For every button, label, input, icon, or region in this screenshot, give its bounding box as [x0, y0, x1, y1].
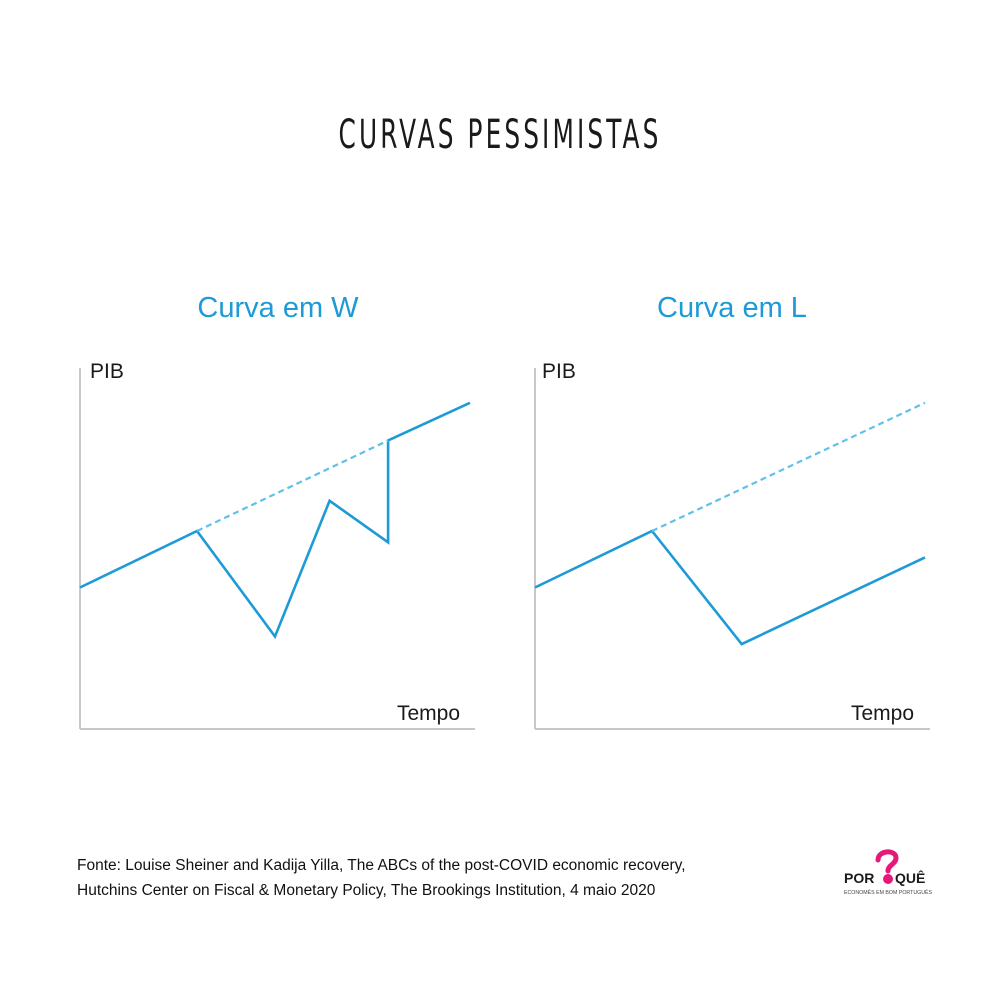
chart-l-gdp-line	[534, 529, 926, 646]
porque-logo: POR QUÊ ECONOMÊS EM BOM PORTUGUÊS	[844, 849, 932, 896]
chart-title-w: Curva em W	[197, 292, 359, 324]
svg-text:POR: POR	[844, 870, 874, 886]
chart-l-ylabel: PIB	[542, 360, 576, 383]
svg-text:QUÊ: QUÊ	[895, 869, 925, 886]
chart-l-trend-dashed-line	[651, 401, 926, 532]
chart-w-marks	[79, 368, 475, 730]
source-line-2: Hutchins Center on Fiscal & Monetary Pol…	[77, 882, 656, 899]
source-citation: Fonte: Louise Sheiner and Kadija Yilla, …	[77, 853, 817, 903]
chart-w-xlabel: Tempo	[397, 702, 460, 725]
source-line-1: Fonte: Louise Sheiner and Kadija Yilla, …	[77, 857, 686, 874]
chart-l-marks	[534, 368, 930, 730]
chart-title-l: Curva em L	[657, 292, 807, 324]
chart-w-ylabel: PIB	[90, 360, 124, 383]
chart-w-trend-dashed-line	[196, 439, 389, 532]
question-mark-icon	[875, 849, 899, 874]
svg-text:ECONOMÊS EM BOM PORTUGUÊS: ECONOMÊS EM BOM PORTUGUÊS	[844, 888, 932, 896]
chart-l-xlabel: Tempo	[851, 702, 914, 725]
page-title: CURVAS PESSIMISTAS	[338, 112, 662, 158]
logo-dot	[883, 874, 893, 884]
